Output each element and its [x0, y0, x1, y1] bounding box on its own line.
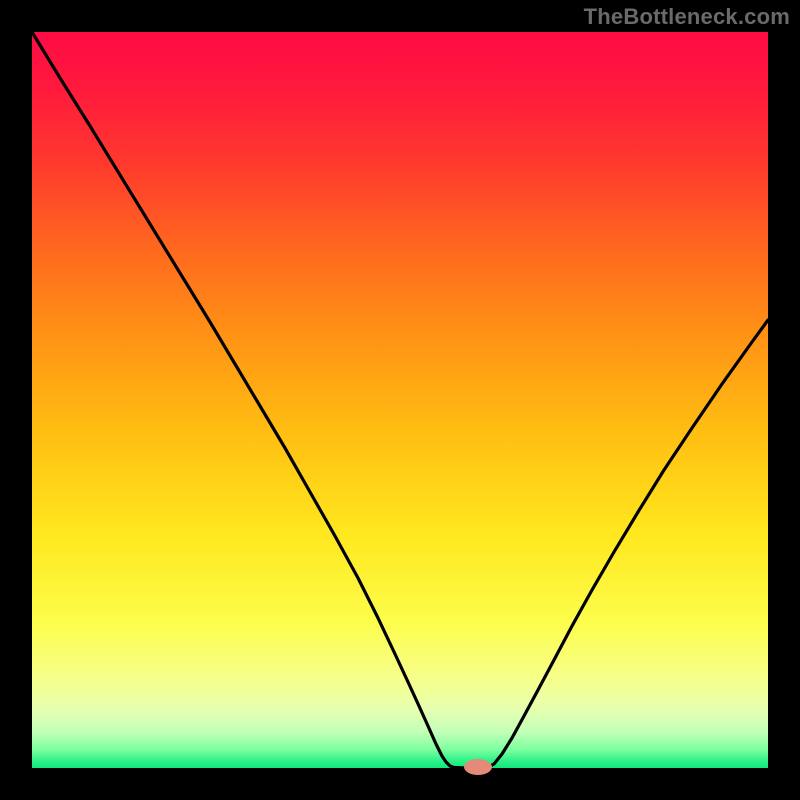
bottleneck-chart: TheBottleneck.com — [0, 0, 800, 800]
watermark-text: TheBottleneck.com — [584, 4, 790, 30]
chart-svg — [0, 0, 800, 800]
optimal-marker — [464, 759, 492, 775]
plot-background — [32, 32, 768, 768]
